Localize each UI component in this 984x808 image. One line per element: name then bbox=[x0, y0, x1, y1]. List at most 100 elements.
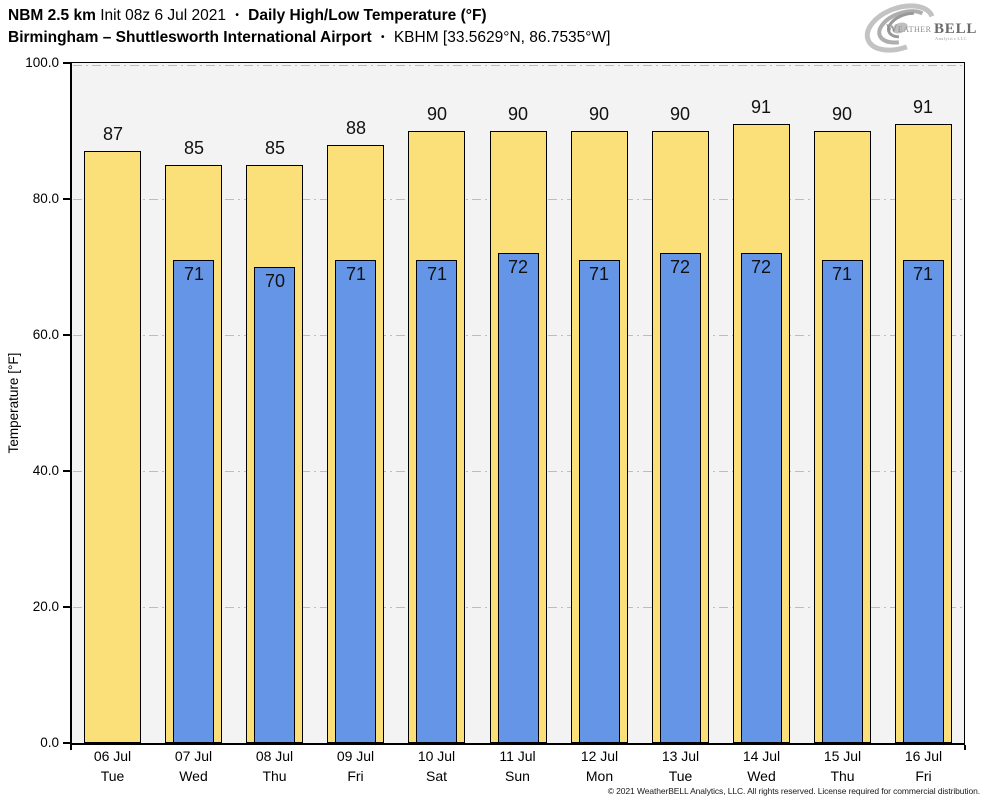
high-value-label: 90 bbox=[669, 104, 691, 124]
y-axis-title: Temperature [°F] bbox=[6, 352, 21, 454]
x-tick-label: 15 Jul Thu bbox=[802, 747, 883, 786]
axis-spine-top bbox=[71, 62, 964, 64]
init-time: Init 08z 6 Jul 2021 bbox=[100, 7, 226, 24]
x-tick-date: 10 Jul bbox=[417, 748, 456, 764]
title-line-1: NBM 2.5 km Init 08z 6 Jul 2021 • Daily H… bbox=[8, 5, 610, 27]
x-tick-day: Fri bbox=[915, 767, 932, 784]
x-tick-date: 06 Jul bbox=[93, 748, 132, 764]
logo-text-weather: Weather bbox=[886, 21, 932, 35]
y-tick-label: 80.0 bbox=[32, 191, 59, 206]
high-value-label: 91 bbox=[912, 97, 934, 117]
x-tick-label: 13 Jul Tue bbox=[640, 747, 721, 786]
high-value-label: 91 bbox=[750, 97, 772, 117]
low-value-label: 70 bbox=[264, 271, 286, 291]
high-value-label: 90 bbox=[507, 104, 529, 124]
y-tick bbox=[63, 742, 72, 744]
low-bar bbox=[822, 260, 863, 743]
x-tick-label: 08 Jul Thu bbox=[234, 747, 315, 786]
low-value-label: 71 bbox=[345, 264, 367, 284]
x-tick bbox=[70, 745, 72, 750]
low-bar bbox=[416, 260, 457, 743]
high-value-label: 90 bbox=[831, 104, 853, 124]
x-tick-date: 08 Jul bbox=[255, 748, 294, 764]
model-name: NBM 2.5 km bbox=[8, 7, 96, 24]
x-tick-label: 06 Jul Tue bbox=[72, 747, 153, 786]
hurricane-spiral-icon bbox=[864, 3, 935, 53]
x-tick-day: Sun bbox=[505, 767, 530, 784]
low-value-label: 72 bbox=[507, 257, 529, 277]
x-tick bbox=[964, 745, 966, 750]
x-tick-date: 16 Jul bbox=[904, 748, 943, 764]
low-value-label: 71 bbox=[912, 264, 934, 284]
high-value-label: 88 bbox=[345, 118, 367, 138]
x-tick-label: 12 Jul Mon bbox=[559, 747, 640, 786]
y-tick bbox=[63, 606, 72, 608]
x-tick-date: 12 Jul bbox=[580, 748, 619, 764]
y-tick bbox=[63, 470, 72, 472]
x-tick-day: Wed bbox=[747, 767, 776, 784]
low-bar bbox=[335, 260, 376, 743]
high-value-label: 90 bbox=[588, 104, 610, 124]
low-bar bbox=[579, 260, 620, 743]
low-value-label: 71 bbox=[588, 264, 610, 284]
axis-spine-bottom bbox=[70, 743, 965, 745]
x-tick-date: 14 Jul bbox=[742, 748, 781, 764]
y-tick-label: 0.0 bbox=[40, 735, 59, 750]
low-bar bbox=[254, 267, 295, 743]
logo-text-bell: BELL bbox=[934, 21, 977, 37]
x-tick-date: 09 Jul bbox=[336, 748, 375, 764]
x-tick-label: 14 Jul Wed bbox=[721, 747, 802, 786]
x-tick-label: 16 Jul Fri bbox=[883, 747, 964, 786]
logo-text-analytics: Analytics LLC bbox=[935, 36, 967, 41]
x-tick-day: Tue bbox=[100, 767, 125, 784]
y-tick-label: 60.0 bbox=[32, 327, 59, 342]
x-tick-day: Thu bbox=[262, 767, 287, 784]
subtitle-separator-dot: • bbox=[381, 32, 385, 43]
title-line-2: Birmingham – Shuttlesworth International… bbox=[8, 27, 610, 49]
x-tick-day: Mon bbox=[585, 767, 614, 784]
station-id-coords: KBHM [33.5629°N, 86.7535°W] bbox=[393, 29, 611, 46]
axis-spine-left bbox=[70, 62, 72, 745]
x-tick-date: 07 Jul bbox=[174, 748, 213, 764]
y-tick bbox=[63, 334, 72, 336]
copyright-text: © 2021 WeatherBELL Analytics, LLC. All r… bbox=[607, 786, 980, 796]
low-bar bbox=[173, 260, 214, 743]
low-bar bbox=[498, 253, 539, 743]
x-tick-day: Thu bbox=[830, 767, 855, 784]
low-value-label: 71 bbox=[426, 264, 448, 284]
weatherbell-logo: Weather BELL Analytics LLC bbox=[864, 3, 977, 53]
y-tick-label: 100.0 bbox=[25, 55, 59, 70]
x-tick-date: 11 Jul bbox=[499, 748, 536, 764]
x-tick-day: Sat bbox=[425, 767, 447, 784]
x-tick-label: 09 Jul Fri bbox=[315, 747, 396, 786]
high-value-label: 90 bbox=[426, 104, 448, 124]
x-tick-label: 11 Jul Sun bbox=[477, 747, 558, 786]
x-tick-day: Tue bbox=[668, 767, 693, 784]
x-tick-label: 10 Jul Sat bbox=[396, 747, 477, 786]
y-tick bbox=[63, 62, 72, 64]
title-separator-dot: • bbox=[235, 10, 239, 21]
low-value-label: 71 bbox=[183, 264, 205, 284]
y-tick-label: 20.0 bbox=[32, 599, 59, 614]
gridline-100 bbox=[73, 65, 963, 66]
high-value-label: 87 bbox=[102, 124, 124, 144]
x-tick-label: 07 Jul Wed bbox=[153, 747, 234, 786]
low-value-label: 72 bbox=[750, 257, 772, 277]
high-bar bbox=[84, 151, 141, 743]
y-tick-label: 40.0 bbox=[32, 463, 59, 478]
low-bar bbox=[660, 253, 701, 743]
x-tick-day: Fri bbox=[347, 767, 364, 784]
low-value-label: 72 bbox=[669, 257, 691, 277]
axis-spine-right bbox=[964, 62, 966, 744]
high-value-label: 85 bbox=[264, 138, 286, 158]
x-tick-date: 13 Jul bbox=[661, 748, 700, 764]
high-value-label: 85 bbox=[183, 138, 205, 158]
chart-titles: NBM 2.5 km Init 08z 6 Jul 2021 • Daily H… bbox=[8, 5, 610, 49]
product-name: Daily High/Low Temperature (°F) bbox=[248, 7, 487, 24]
y-tick bbox=[63, 198, 72, 200]
low-bar bbox=[741, 253, 782, 743]
low-bar bbox=[903, 260, 944, 743]
low-value-label: 71 bbox=[831, 264, 853, 284]
